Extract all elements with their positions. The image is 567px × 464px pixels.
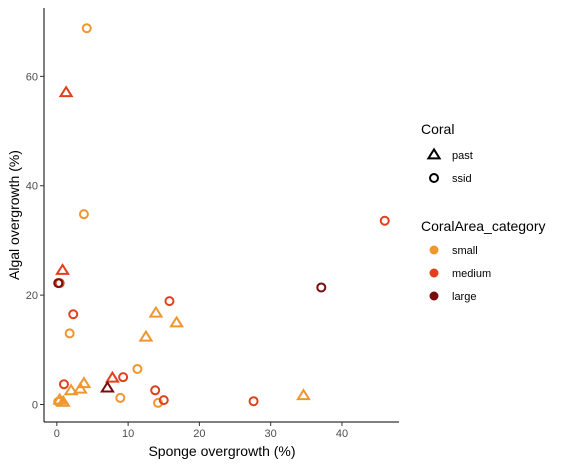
legend-title-coralarea: CoralArea_category [421,218,546,234]
legend-key-dot [429,245,439,255]
data-point-triangle [58,85,74,98]
data-point-circle [53,278,64,289]
data-point-triangle [169,315,184,328]
x-tick-label: 30 [265,428,277,440]
data-point-triangle [63,383,79,396]
axes: 0 10 20 30 40 0 20 40 60 [26,8,399,440]
legend-key-dot [429,291,439,301]
legend-key-dot [429,268,439,278]
y-tick-label: 40 [26,181,38,193]
data-point-triangle [76,376,92,389]
data-point-triangle [296,388,311,401]
data-point-triangle [138,329,154,342]
legend-label-large: large [452,291,476,303]
data-point-triangle [55,394,71,407]
data-point-circle [158,395,169,406]
data-points [52,23,390,408]
x-tick-label: 40 [336,428,348,440]
y-axis-title: Algal overgrowth (%) [6,150,22,280]
data-point-circle [248,396,259,407]
x-tick-label: 10 [122,428,134,440]
legend-key-triangle [426,147,442,160]
legend-key-circle [429,173,439,183]
data-point-circle [316,282,327,293]
data-point-circle [64,328,75,339]
data-point-circle [81,23,92,34]
legend-label-ssid: ssid [452,173,472,185]
legend-label-small: small [452,245,478,257]
y-tick-label: 0 [32,399,38,411]
data-point-triangle [148,305,164,318]
data-point-circle [132,363,143,374]
x-tick-label: 0 [54,428,60,440]
data-point-circle [164,296,175,307]
x-axis-title: Sponge overgrowth (%) [148,443,295,459]
data-point-triangle [105,370,120,383]
x-tick-label: 20 [193,428,205,440]
data-point-circle [68,309,79,320]
y-tick-label: 20 [26,290,38,302]
data-point-triangle [100,380,115,393]
legend-label-medium: medium [452,268,491,280]
data-point-circle [118,372,129,383]
y-tick-label: 60 [26,71,38,83]
data-point-triangle [72,381,88,394]
legend-title-coral: Coral [421,121,454,137]
legend-label-past: past [452,150,473,162]
data-point-circle [115,392,126,403]
data-point-circle [379,215,390,226]
data-point-circle [58,379,69,390]
data-point-circle [78,209,89,220]
data-point-triangle [55,263,70,275]
data-point-circle [150,385,161,396]
